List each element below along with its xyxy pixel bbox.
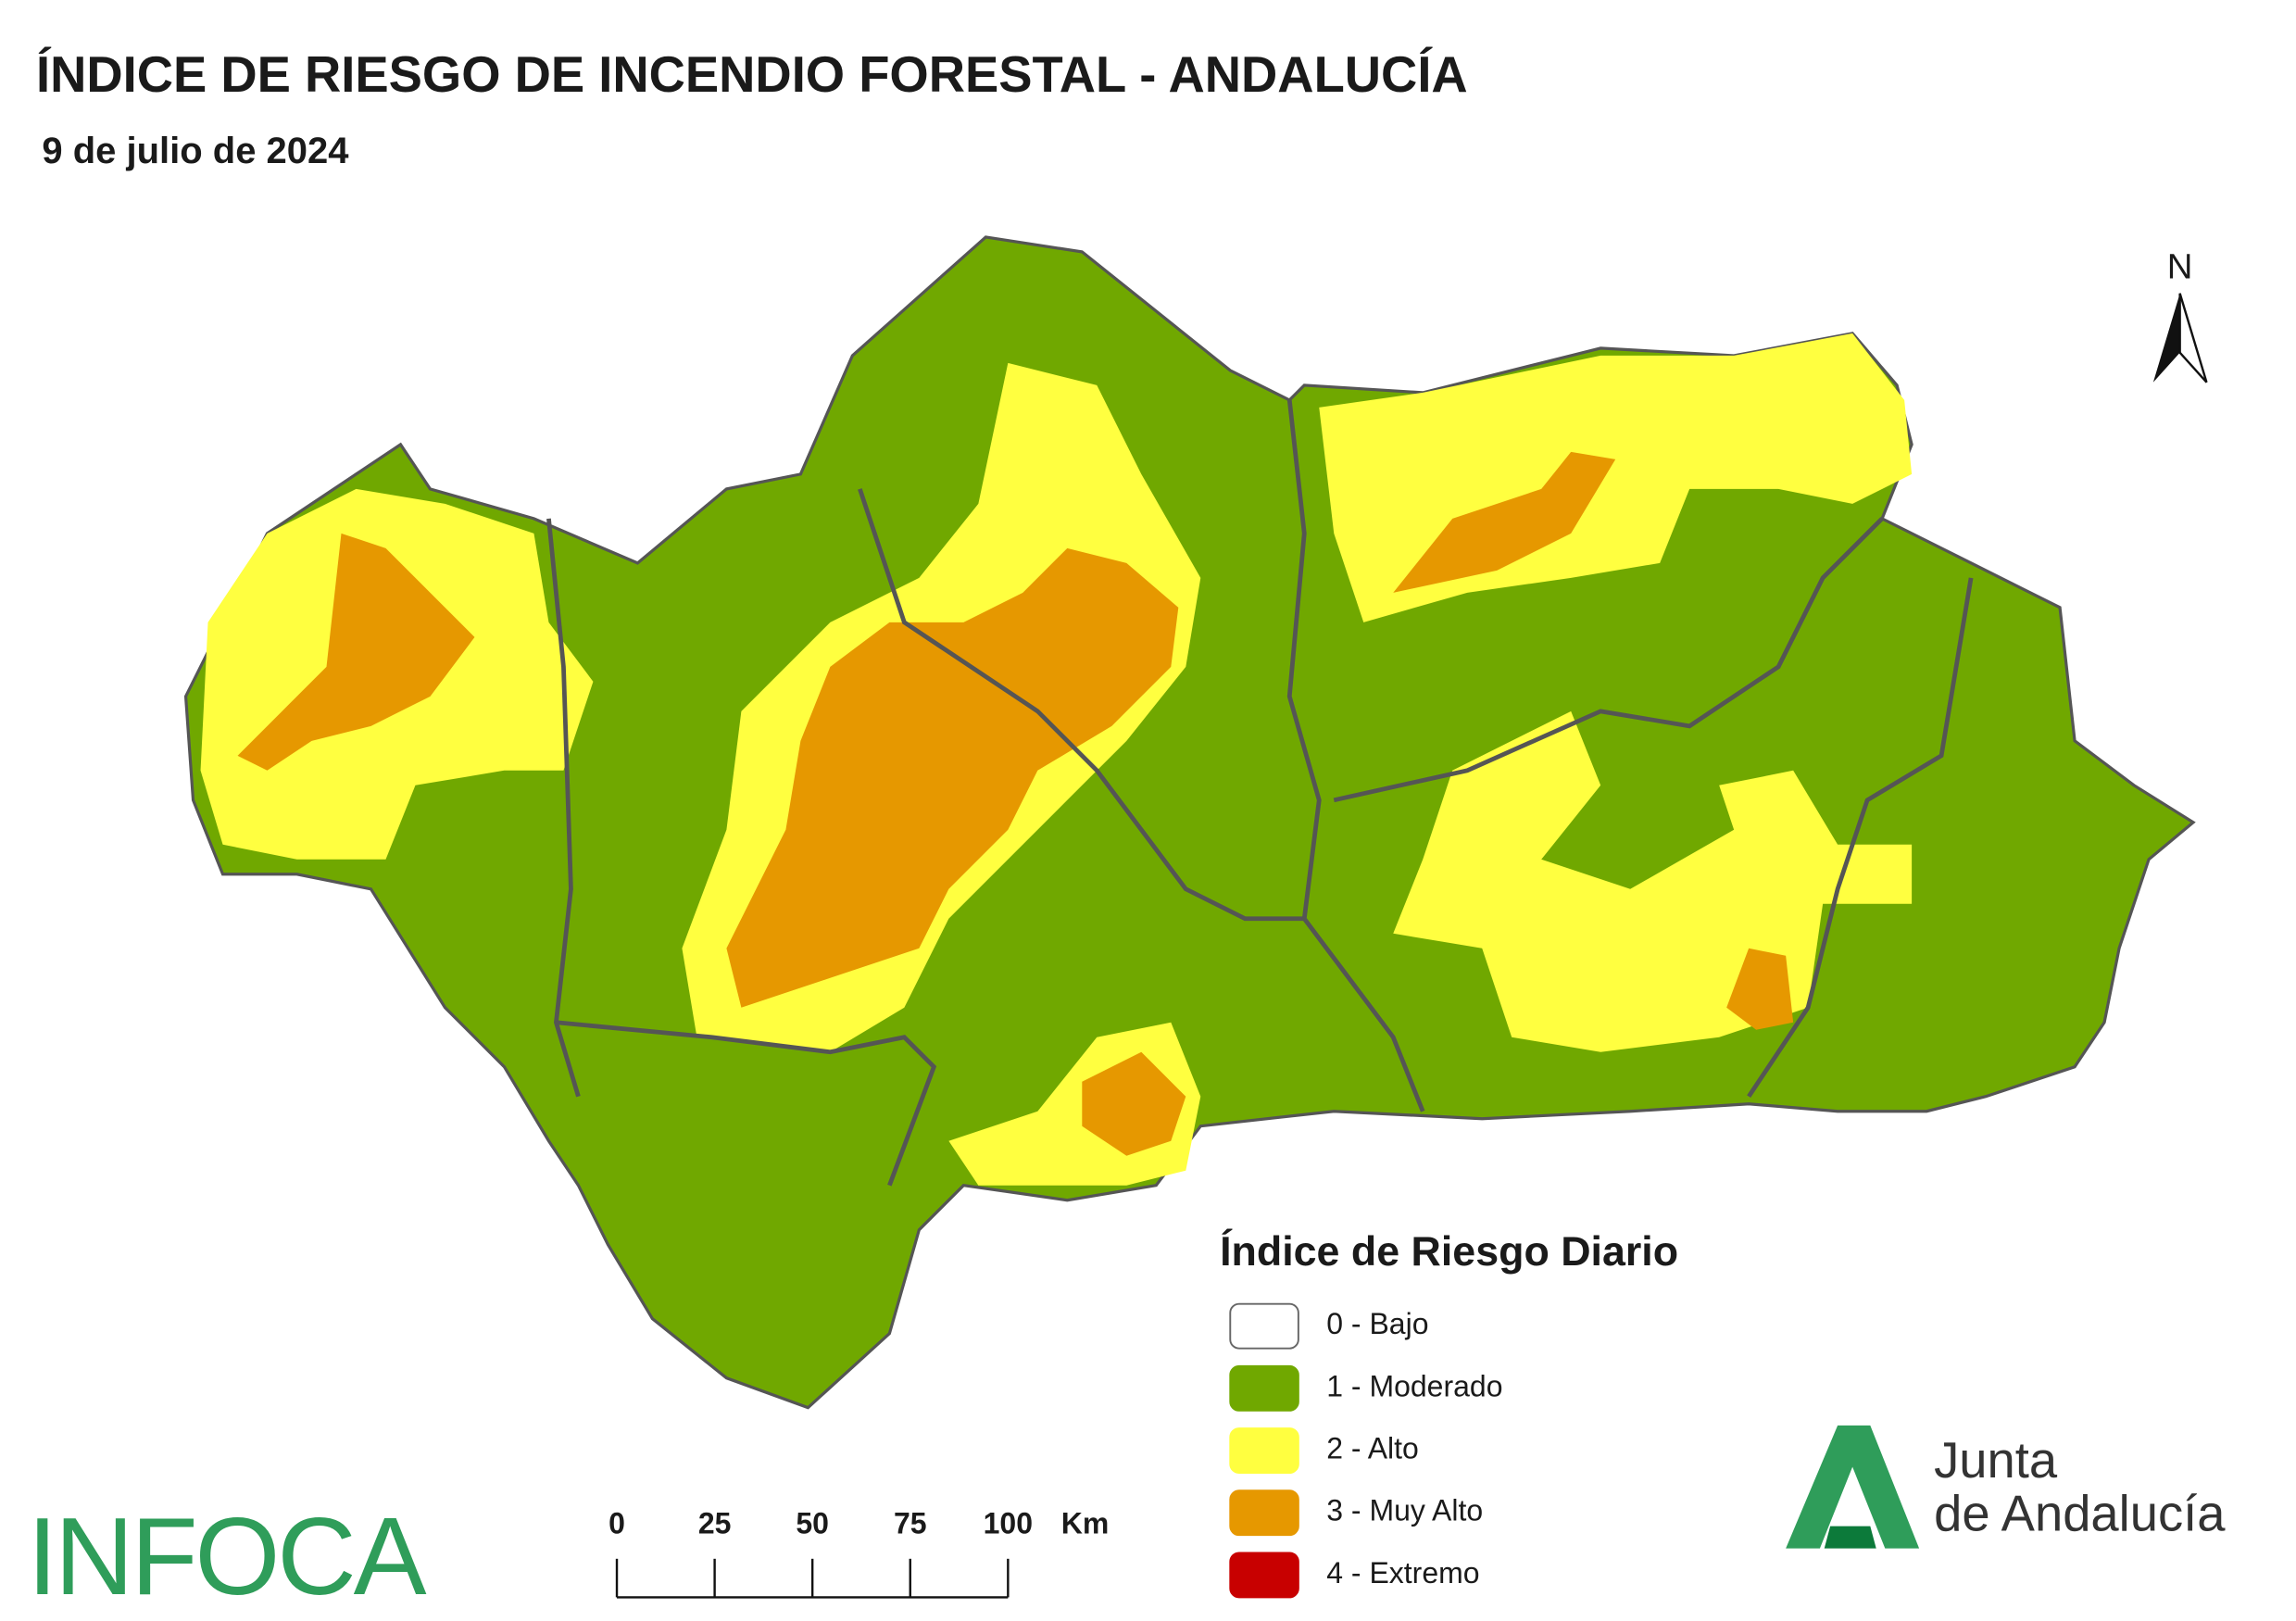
north-label: N: [2167, 247, 2193, 287]
junta-emblem-base: [1824, 1526, 1876, 1549]
region-very-high: [1082, 1051, 1186, 1156]
region-map: [183, 235, 2196, 1410]
region-very-high: [726, 547, 1179, 1008]
legend-label: 0 - Bajo: [1326, 1307, 1428, 1340]
map-subtitle: 9 de julio de 2024: [42, 131, 349, 171]
north-arrow-left: [2152, 293, 2180, 383]
region-very-high: [1726, 948, 1794, 1030]
infoca-logo: INFOCA: [27, 1496, 426, 1618]
region-very-high: [1393, 451, 1616, 593]
scale-label: 100: [984, 1507, 1033, 1540]
scale-unit: Km: [1061, 1507, 1110, 1540]
legend-swatch: [1229, 1552, 1299, 1599]
legend-label: 2 - Alto: [1326, 1431, 1419, 1464]
legend: 0 - Bajo 1 - Moderado 2 - Alto 3 - Muy Alto…: [1229, 1302, 1503, 1599]
junta-text: Junta: [1934, 1432, 2058, 1489]
legend-swatch: [1229, 1302, 1299, 1350]
region-moderate: [183, 235, 2196, 1410]
scale-label: 50: [796, 1507, 829, 1540]
scale-label: 75: [894, 1507, 927, 1540]
north-arrow-right: [2178, 293, 2208, 383]
province-borders: [546, 399, 1974, 1187]
scale-label: 0: [609, 1507, 625, 1540]
junta-logo: Junta de Andalucía: [1786, 1425, 2226, 1549]
legend-swatch: [1229, 1364, 1299, 1412]
north-arrow: N: [2152, 247, 2208, 383]
scale-label: 25: [698, 1507, 732, 1540]
legend-label: 4 - Extremo: [1326, 1556, 1479, 1590]
legend-swatch: [1229, 1427, 1299, 1474]
legend-swatch: [1229, 1489, 1299, 1537]
legend-label: 3 - Muy Alto: [1326, 1494, 1483, 1527]
region-very-high: [237, 533, 475, 771]
map-title: ÍNDICE DE RIESGO DE INCENDIO FORESTAL - …: [36, 46, 1468, 103]
scale-bar: 0 25 50 75 100 Km: [609, 1507, 1110, 1599]
junta-text: de Andalucía: [1934, 1485, 2226, 1541]
legend-title: Índice de Riesgo Diario: [1220, 1228, 1678, 1275]
legend-label: 1 - Moderado: [1326, 1369, 1502, 1402]
junta-emblem: [1786, 1425, 1920, 1549]
